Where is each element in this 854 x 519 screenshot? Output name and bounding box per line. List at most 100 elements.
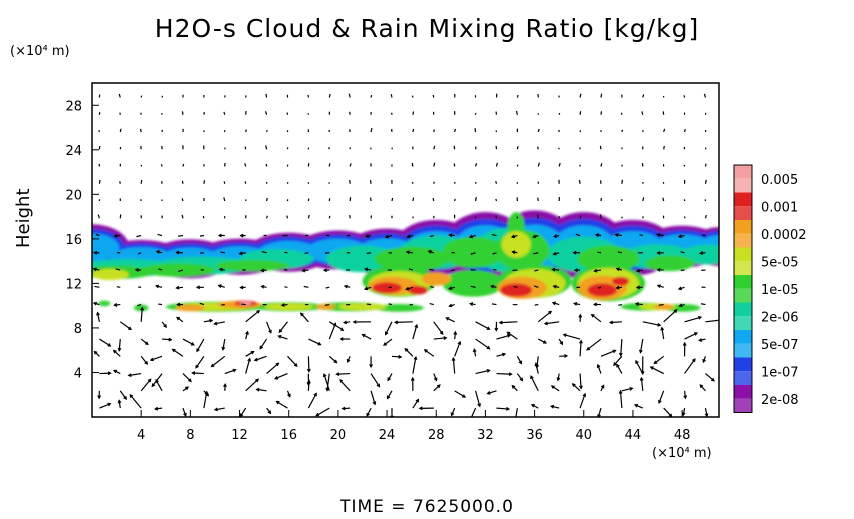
cloud-patch [682,244,719,265]
wind-vector [140,338,149,345]
wind-vector-head [313,392,317,397]
wind-vector-head [450,412,455,417]
wind-vector [182,373,192,382]
wind-vector-head [556,377,561,382]
wind-vector [412,399,419,409]
wind-vector-head [710,377,715,382]
wind-vector [245,310,260,323]
wind-vector-head [678,303,683,308]
colorbar-label: 0.005 [761,173,798,188]
wind-vector [511,385,518,392]
wind-vector [642,321,661,326]
wind-vector [274,373,288,380]
wind-vector [99,403,111,409]
x-tick-label: 36 [526,428,543,443]
wind-vector [600,349,616,357]
wind-vector [113,369,121,375]
wind-vector-head [552,251,557,256]
wind-vector-head [571,383,576,387]
wind-vector [366,407,372,417]
colorbar-label: 1e-05 [761,283,799,298]
wind-vector [642,94,645,98]
wind-vector [119,390,127,400]
wind-vector-head [383,342,388,346]
wind-vector-head [579,339,583,344]
wind-vector-head [453,330,458,335]
wind-vector-head [530,404,535,408]
wind-vector [181,198,184,202]
wind-vector [324,303,330,306]
wind-vector [551,385,560,392]
wind-vector [408,268,414,271]
wind-vector [474,390,481,407]
wind-vector [621,387,633,392]
wind-vector-head [657,322,662,327]
wind-vector [452,357,456,374]
wind-vector-head [278,329,283,334]
wind-vector [450,407,456,416]
wind-vector-head [457,340,462,345]
cloud-patch [372,282,402,294]
wind-vector-head [259,345,264,350]
wind-vector [307,214,310,219]
wind-vector-head [552,284,557,289]
wind-vector [699,384,706,392]
wind-vector [684,316,702,323]
colorbar-segment [734,371,752,385]
wind-vector [663,145,665,150]
wind-vector-head [404,347,409,352]
wind-vector-head [123,396,127,401]
colorbar-label: 1e-07 [761,365,799,380]
wind-vector [429,302,434,306]
wind-vector-head [209,318,214,323]
wind-vector-head [501,352,507,357]
wind-vector-head [364,267,369,272]
colorbar-segment [734,192,752,207]
wind-vector-head [578,313,583,318]
wind-vector-head [175,250,180,255]
wind-vector-head [594,233,599,238]
wind-vector [613,355,623,366]
wind-vector-head [548,310,553,315]
wind-vector [454,390,466,398]
wind-vector [429,234,434,238]
wind-vector-head [342,320,348,325]
cloud-patch [337,303,388,311]
wind-vector-head [410,376,415,381]
wind-vector-head [393,320,399,325]
wind-vector-head [592,302,597,307]
wind-vector [245,351,254,357]
wind-vector [534,269,539,272]
x-tick-label: 4 [137,428,145,443]
wind-vector-head [113,369,118,374]
wind-vector-head [93,350,98,355]
wind-vector-head [649,366,654,370]
wind-vector [181,214,184,219]
cloud-field [92,210,719,312]
wind-vector-head [677,286,682,291]
wind-vector-head [579,385,583,390]
wind-vector-head [322,372,327,378]
wind-vector [579,93,582,98]
wind-vector [137,303,142,307]
wind-vector-head [107,343,112,347]
wind-vector [705,373,715,382]
wind-vector [470,407,477,417]
wind-vector-head [519,377,524,382]
wind-vector [663,407,673,417]
wind-vector [597,251,602,254]
wind-vector-head [341,406,346,411]
wind-vector [473,349,477,357]
wind-vector [531,404,539,409]
wind-vector [619,390,623,409]
wind-vector-head [573,268,578,273]
wind-vector [369,197,372,202]
wind-vector [328,215,331,219]
wind-vector-head [287,393,291,398]
wind-vector [563,334,581,340]
x-tick-label: 40 [575,428,592,443]
wind-vector-head [306,382,311,387]
wind-vector [433,145,436,150]
wind-vector [98,129,100,133]
x-tick-label: 48 [674,428,691,443]
